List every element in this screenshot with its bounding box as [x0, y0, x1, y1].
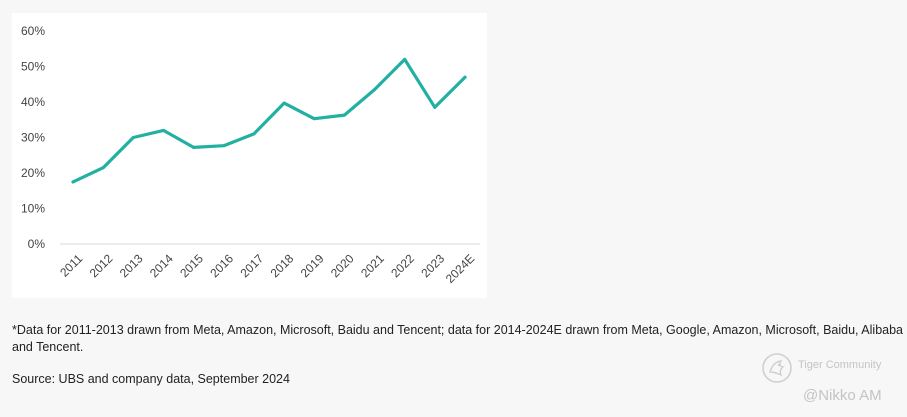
x-tick-label: 2011 [57, 251, 85, 279]
data-point [192, 145, 196, 149]
data-point [282, 101, 286, 105]
data-point [161, 128, 165, 132]
x-tick-label: 2017 [237, 251, 266, 280]
x-tick-label: 2012 [87, 251, 116, 280]
data-point [222, 144, 226, 148]
data-point [373, 88, 377, 92]
y-tick-label: 30% [21, 131, 45, 145]
y-axis-ticks: 0% 10% 20% 30% 40% 50% 60% [21, 24, 45, 251]
data-point [403, 57, 407, 61]
y-tick-label: 10% [21, 202, 45, 216]
source-note: Source: UBS and company data, September … [12, 372, 290, 386]
data-point [433, 105, 437, 109]
x-tick-label: 2013 [117, 251, 146, 280]
y-tick-label: 50% [21, 60, 45, 74]
data-point [131, 136, 135, 139]
tiger-logo-icon [762, 353, 792, 383]
data-point [463, 75, 467, 79]
data-point [71, 180, 75, 184]
x-tick-label: 2015 [177, 251, 206, 280]
x-tick-label: 2016 [207, 251, 236, 280]
x-tick-label: 2019 [298, 251, 327, 280]
data-point [252, 132, 256, 136]
x-tick-label: 2020 [328, 251, 357, 280]
data-point [101, 166, 105, 170]
data-points [71, 57, 467, 184]
line-chart: 0%10%20%30%40%50%60% 2011 2012 2013 2014 201… [21, 24, 480, 286]
data-point [312, 117, 316, 121]
y-tick-label: 0% [28, 237, 46, 251]
y-tick-label: 60% [21, 24, 45, 38]
y-tick-label: 40% [21, 95, 45, 109]
series-line [71, 57, 467, 184]
x-tick-label: 2014 [147, 251, 176, 280]
watermark-brand: Tiger Community [798, 359, 882, 371]
y-tick-label: 20% [21, 166, 45, 180]
watermark-handle: @Nikko AM [803, 387, 882, 404]
x-axis-ticks: 2011 2012 2013 2014 2015 2016 2017 2018 2019 2020… [57, 251, 477, 286]
x-tick-label: 2021 [358, 251, 387, 280]
footnote: *Data for 2011-2013 drawn from Meta, Ama… [12, 323, 903, 354]
watermark: Tiger Community @Nikko AM [758, 350, 903, 410]
data-point [342, 113, 346, 117]
x-tick-label: 2022 [388, 251, 417, 280]
chart-card: 0% 10% 20% 30% 40% 50% 60% 2011 2012 2013 2014 201… [12, 13, 487, 298]
x-tick-label: 2024E [443, 251, 477, 285]
x-tick-label: 2018 [268, 251, 297, 280]
